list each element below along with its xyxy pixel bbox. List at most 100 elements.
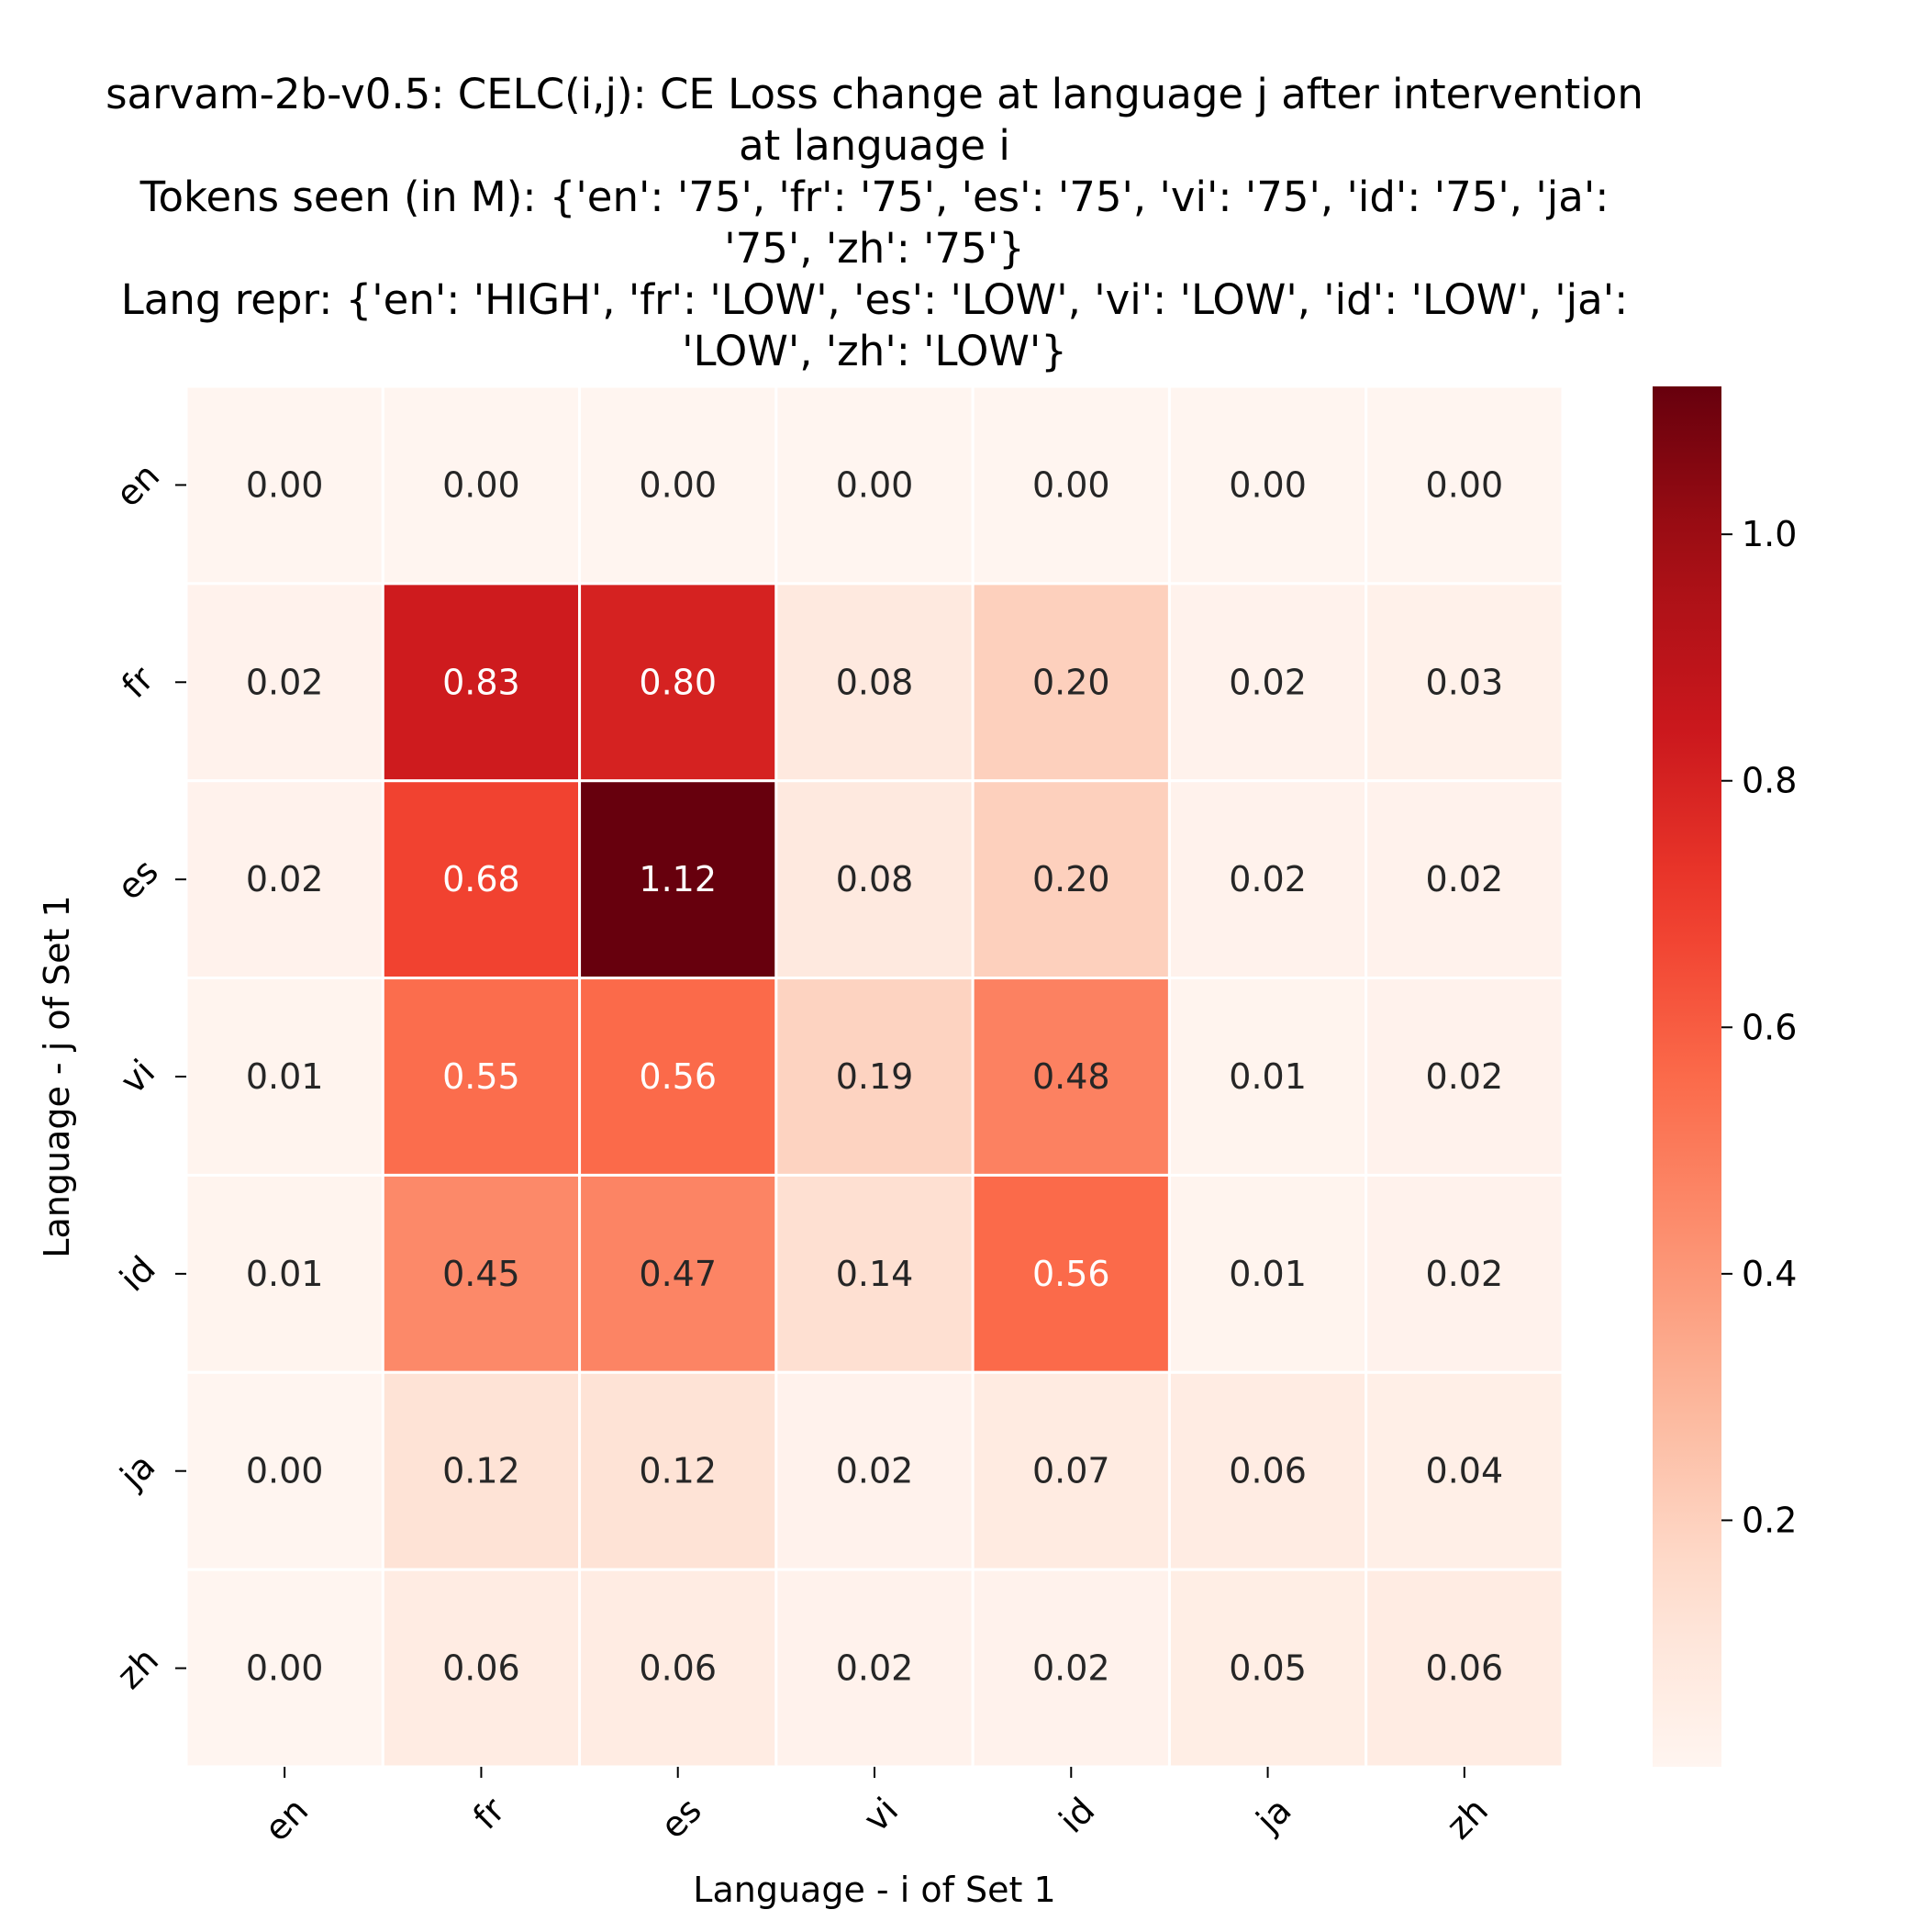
cell-value-label: 0.68 <box>442 859 520 899</box>
cell-value-label: 0.47 <box>639 1254 717 1294</box>
title-line-5: Lang repr: {'en': 'HIGH', 'fr': 'LOW', '… <box>121 275 1629 324</box>
x-axis-label: Language - i of Set 1 <box>693 1870 1055 1910</box>
cell-value-label: 0.02 <box>1426 859 1504 899</box>
colorbar-tick-label: 0.4 <box>1742 1254 1797 1294</box>
cell-value-label: 0.20 <box>1032 859 1110 899</box>
cell-value-label: 0.48 <box>1032 1056 1110 1097</box>
heatmap-cells <box>184 385 1565 1769</box>
heatmap-cell-ja-id <box>971 1370 1171 1571</box>
cell-value-label: 0.00 <box>639 464 717 505</box>
heatmap-cell-zh-en <box>184 1568 384 1769</box>
cell-value-label: 0.56 <box>639 1056 717 1097</box>
heatmap-cell-es-ja <box>1167 779 1368 980</box>
cell-value-label: 0.14 <box>836 1254 914 1294</box>
colorbar-tick-label: 0.6 <box>1742 1007 1797 1047</box>
cell-value-label: 0.01 <box>1229 1056 1307 1097</box>
cell-value-label: 0.02 <box>246 662 324 702</box>
cell-value-label: 0.01 <box>1229 1254 1307 1294</box>
x-tick-label-id: id <box>1052 1790 1103 1841</box>
cell-value-label: 1.12 <box>639 859 717 899</box>
colorbar-tick-label: 1.0 <box>1742 514 1797 554</box>
x-axis: en fr es vi id ja zh Language - i of Set 1 <box>257 1767 1496 1910</box>
cell-value-label: 0.06 <box>639 1648 717 1689</box>
heatmap-cell-labels: 0.00 0.00 0.00 0.00 0.00 0.00 0.00 0.02 0.83 0.80… <box>246 464 1503 1688</box>
heatmap-cell-fr-zh <box>1364 582 1565 783</box>
heatmap-cell-zh-es <box>578 1568 778 1769</box>
cell-value-label: 0.03 <box>1426 662 1504 702</box>
heatmap-cell-id-en <box>184 1173 384 1374</box>
colorbar-gradient <box>1653 386 1721 1767</box>
cell-value-label: 0.45 <box>442 1254 520 1294</box>
cell-value-label: 0.05 <box>1229 1648 1307 1689</box>
chart-title: sarvam-2b-v0.5: CELC(i,j): CE Loss chang… <box>106 70 1643 375</box>
heatmap-cell-ja-zh <box>1364 1370 1565 1571</box>
cell-value-label: 0.83 <box>442 662 520 702</box>
cell-value-label: 0.02 <box>836 1648 914 1689</box>
colorbar-tick-label: 0.8 <box>1742 761 1797 801</box>
heatmap-cell-zh-vi <box>774 1568 975 1769</box>
x-tick-label-en: en <box>257 1790 317 1849</box>
y-axis-label: Language - j of Set 1 <box>37 895 77 1257</box>
y-tick-label-es: es <box>109 851 166 908</box>
x-tick-label-ja: ja <box>1248 1790 1299 1841</box>
cell-value-label: 0.00 <box>246 1451 324 1491</box>
cell-value-label: 0.07 <box>1032 1451 1110 1491</box>
cell-value-label: 0.02 <box>1426 1056 1504 1097</box>
heatmap-cell-vi-zh <box>1364 977 1565 1177</box>
y-tick-label-ja: ja <box>112 1446 163 1497</box>
heatmap-cell-en-ja <box>1167 385 1368 586</box>
cell-value-label: 0.55 <box>442 1056 520 1097</box>
heatmap-cell-vi-en <box>184 977 384 1177</box>
heatmap-cell-vi-vi <box>774 977 975 1177</box>
heatmap-cell-zh-zh <box>1364 1568 1565 1769</box>
cell-value-label: 0.00 <box>246 464 324 505</box>
y-tick-label-en: en <box>108 455 168 515</box>
y-tick-label-zh: zh <box>109 1639 166 1696</box>
heatmap-cell-ja-vi <box>774 1370 975 1571</box>
cell-value-label: 0.00 <box>1426 464 1504 505</box>
x-tick-label-zh: zh <box>1439 1790 1496 1847</box>
cell-value-label: 0.02 <box>1229 662 1307 702</box>
x-tick-label-es: es <box>652 1790 709 1847</box>
heatmap-cell-en-en <box>184 385 384 586</box>
heatmap-cell-zh-id <box>971 1568 1171 1769</box>
x-tick-label-fr: fr <box>465 1790 513 1837</box>
cell-value-label: 0.00 <box>442 464 520 505</box>
x-tick-label-vi: vi <box>856 1790 906 1839</box>
cell-value-label: 0.02 <box>1229 859 1307 899</box>
cell-value-label: 0.08 <box>836 859 914 899</box>
cell-value-label: 0.19 <box>836 1056 914 1097</box>
heatmap-cell-en-vi <box>774 385 975 586</box>
cell-value-label: 0.20 <box>1032 662 1110 702</box>
heatmap-cell-es-vi <box>774 779 975 980</box>
heatmap-cell-ja-es <box>578 1370 778 1571</box>
title-line-1: sarvam-2b-v0.5: CELC(i,j): CE Loss chang… <box>106 70 1643 118</box>
title-line-2: at language i <box>739 121 1010 170</box>
heatmap-cell-vi-fr <box>381 977 582 1177</box>
cell-value-label: 0.06 <box>1229 1451 1307 1491</box>
heatmap-cell-vi-ja <box>1167 977 1368 1177</box>
y-tick-label-id: id <box>112 1248 163 1300</box>
heatmap-cell-es-fr <box>381 779 582 980</box>
heatmap-cell-es-id <box>971 779 1171 980</box>
y-tick-label-vi: vi <box>113 1052 162 1101</box>
cell-value-label: 0.12 <box>639 1451 717 1491</box>
cell-value-label: 0.06 <box>442 1648 520 1689</box>
cell-value-label: 0.56 <box>1032 1254 1110 1294</box>
cell-value-label: 0.00 <box>1229 464 1307 505</box>
cell-value-label: 0.80 <box>639 662 717 702</box>
heatmap-cell-en-fr <box>381 385 582 586</box>
cell-value-label: 0.00 <box>246 1648 324 1689</box>
heatmap-cell-zh-ja <box>1167 1568 1368 1769</box>
heatmap-cell-id-zh <box>1364 1173 1565 1374</box>
title-line-3: Tokens seen (in M): {'en': '75', 'fr': '… <box>139 173 1610 221</box>
title-line-4: '75', 'zh': '75'} <box>724 224 1025 273</box>
cell-value-label: 0.08 <box>836 662 914 702</box>
cell-value-label: 0.02 <box>246 859 324 899</box>
cell-value-label: 0.00 <box>1032 464 1110 505</box>
heatmap-cell-fr-id <box>971 582 1171 783</box>
cell-value-label: 0.12 <box>442 1451 520 1491</box>
heatmap-cell-fr-es <box>578 582 778 783</box>
